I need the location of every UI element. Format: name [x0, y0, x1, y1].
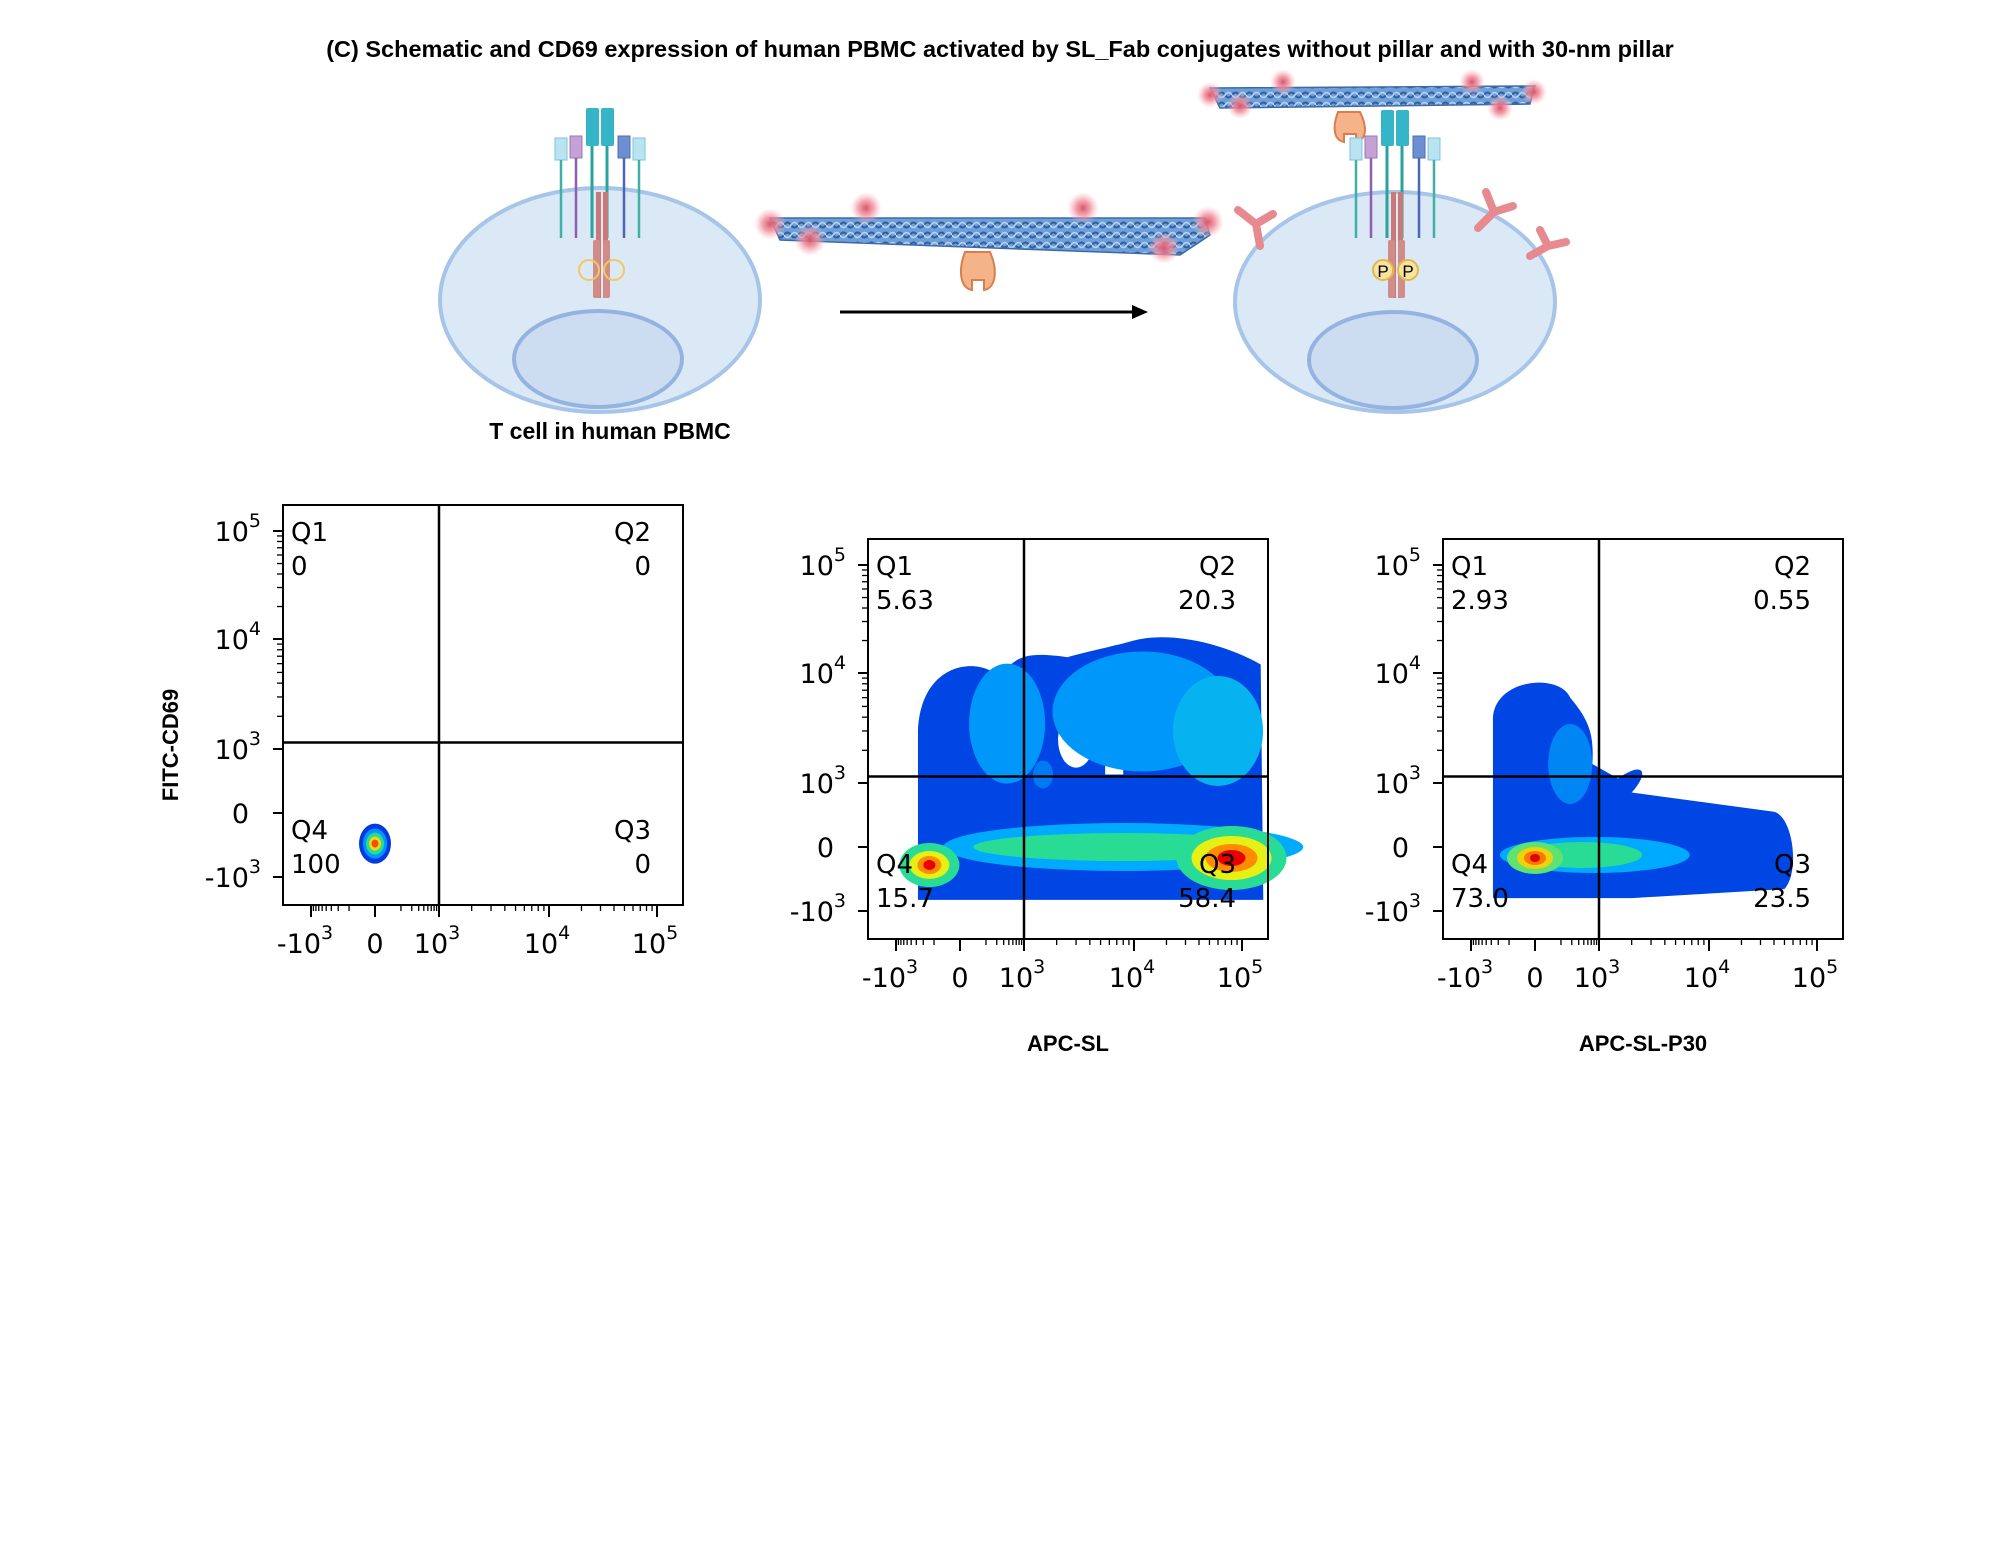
y-axis: -103 0 103 104 105: [790, 544, 868, 928]
plot-area: Q1 0 Q2 0 Q4 100 Q3 0 -103 0 103 104 105 -103 0 103 104 1…: [158, 504, 684, 960]
quadrant-value-q4: 15.7: [876, 884, 934, 914]
cell-caption: T cell in human PBMC: [489, 418, 731, 444]
y-tick-label: -103: [205, 856, 261, 894]
quadrant-value-q3: 23.5: [1753, 884, 1811, 914]
x-tick-label: 103: [999, 956, 1045, 994]
y-tick-label: 104: [215, 618, 261, 656]
y-tick-label: 104: [800, 652, 846, 690]
plot-frame: [282, 504, 684, 906]
y-tick-label: 105: [1375, 544, 1421, 582]
x-tick-label: 0: [366, 929, 383, 960]
quadrant-label-q4: Q4: [876, 850, 913, 880]
y-tick-label: 0: [1392, 833, 1409, 864]
flow-plot-1-svg: Q1 0 Q2 0 Q4 100 Q3 0 -103 0 103 104 105 -103 0 103 104 1…: [158, 504, 684, 960]
quadrant-value-q1: 0: [291, 552, 308, 582]
quadrant-label-q3: Q3: [1199, 850, 1236, 880]
x-tick-label: 0: [1526, 963, 1543, 994]
t-cell-left: [438, 186, 762, 414]
x-tick-label: 104: [524, 922, 570, 960]
x-tick-label: 105: [1792, 956, 1838, 994]
density-level: [1173, 675, 1264, 786]
x-axis: -103 0 103 104 105: [862, 939, 1263, 994]
flow-plot-1: Q1 0 Q2 0 Q4 100 Q3 0 -103 0 103 104 105 -103 0 103 104 1…: [150, 480, 750, 960]
density-cloud: [1492, 682, 1794, 899]
y-axis-title: FITC-CD69: [158, 689, 183, 801]
t-cell-right: [1233, 190, 1557, 414]
x-axis-title: APC-SL-P30: [1579, 1031, 1707, 1056]
x-axis: -103 0 103 104 105: [1437, 939, 1838, 994]
quadrant-value-q4: 100: [291, 850, 341, 880]
phospho-label-1: P: [1377, 262, 1388, 281]
x-tick-label: 0: [951, 963, 968, 994]
plot-frame: [867, 538, 1269, 940]
quadrant-value-q2: 20.3: [1178, 586, 1236, 616]
density-level: [1548, 723, 1593, 804]
quadrant-label-q4: Q4: [1451, 850, 1488, 880]
tcr-complex-left: [554, 108, 646, 298]
y-tick-label: 104: [1375, 652, 1421, 690]
antibody-icons: [1234, 188, 1570, 260]
density-level: [1217, 849, 1246, 866]
phospho-label-2: P: [1402, 262, 1413, 281]
quadrant-label-q1: Q1: [876, 552, 913, 582]
x-axis: -103 0 103 104 105: [277, 905, 678, 960]
density-cloud: [359, 823, 391, 864]
x-tick-label: -103: [1437, 956, 1493, 994]
y-tick-label: 103: [215, 728, 261, 766]
x-tick-label: 104: [1684, 956, 1730, 994]
quadrant-value-q3: 58.4: [1178, 884, 1236, 914]
x-tick-label: -103: [277, 922, 333, 960]
dna-origami-sheet-bound: [1197, 69, 1547, 144]
density-level: [969, 663, 1046, 784]
y-axis: -103 0 103 104 105: [205, 510, 283, 894]
quadrant-value-q4: 73.0: [1451, 884, 1509, 914]
y-tick-label: 103: [1375, 762, 1421, 800]
quadrant-label-q3: Q3: [1774, 850, 1811, 880]
density-level: [923, 859, 936, 870]
y-tick-label: 105: [800, 544, 846, 582]
quadrant-value-q2: 0.55: [1753, 586, 1811, 616]
density-level: [371, 839, 379, 848]
y-tick-label: -103: [790, 890, 846, 928]
y-tick-label: 0: [232, 799, 249, 830]
x-tick-label: 103: [1574, 956, 1620, 994]
quadrant-value-q1: 5.63: [876, 586, 934, 616]
schematic-illustration: P P: [438, 69, 1570, 414]
quadrant-label-q4: Q4: [291, 816, 328, 846]
quadrant-label-q2: Q2: [614, 518, 651, 548]
x-tick-label: 104: [1109, 956, 1155, 994]
x-tick-label: 103: [414, 922, 460, 960]
quadrant-label-q2: Q2: [1199, 552, 1236, 582]
quadrant-label-q3: Q3: [614, 816, 651, 846]
flow-plot-2: Q1 5.63 Q2 20.3 Q4 15.7 Q3 58.4 -103 0 103 104 105 -1…: [770, 515, 1370, 1060]
x-tick-label: 105: [1217, 956, 1263, 994]
y-axis: -103 0 103 104 105: [1365, 544, 1443, 928]
flow-plot-3: Q1 2.93 Q2 0.55 Q4 73.0 Q3 23.5 -103 0 103 104 105 -1…: [1343, 515, 1943, 1060]
quadrant-value-q2: 0: [634, 552, 651, 582]
arrow-icon: [840, 305, 1148, 319]
quadrant-label-q1: Q1: [1451, 552, 1488, 582]
y-tick-label: 0: [817, 833, 834, 864]
plot-frame: [1442, 538, 1844, 940]
dna-origami-sheet: [754, 192, 1224, 292]
quadrant-value-q3: 0: [634, 850, 651, 880]
density-level: [1530, 853, 1540, 862]
x-tick-label: 105: [632, 922, 678, 960]
quadrant-label-q1: Q1: [291, 518, 328, 548]
density-level: [1033, 760, 1054, 789]
x-tick-label: -103: [862, 956, 918, 994]
figure-title: (C) Schematic and CD69 expression of hum…: [326, 36, 1674, 62]
density-cloud: [899, 637, 1304, 900]
quadrant-value-q1: 2.93: [1451, 586, 1509, 616]
y-tick-label: 105: [215, 510, 261, 548]
tcr-complex-right: P P: [1349, 110, 1441, 298]
y-tick-label: 103: [800, 762, 846, 800]
quadrant-label-q2: Q2: [1774, 552, 1811, 582]
y-tick-label: -103: [1365, 890, 1421, 928]
x-axis-title: APC-SL: [1027, 1031, 1109, 1056]
